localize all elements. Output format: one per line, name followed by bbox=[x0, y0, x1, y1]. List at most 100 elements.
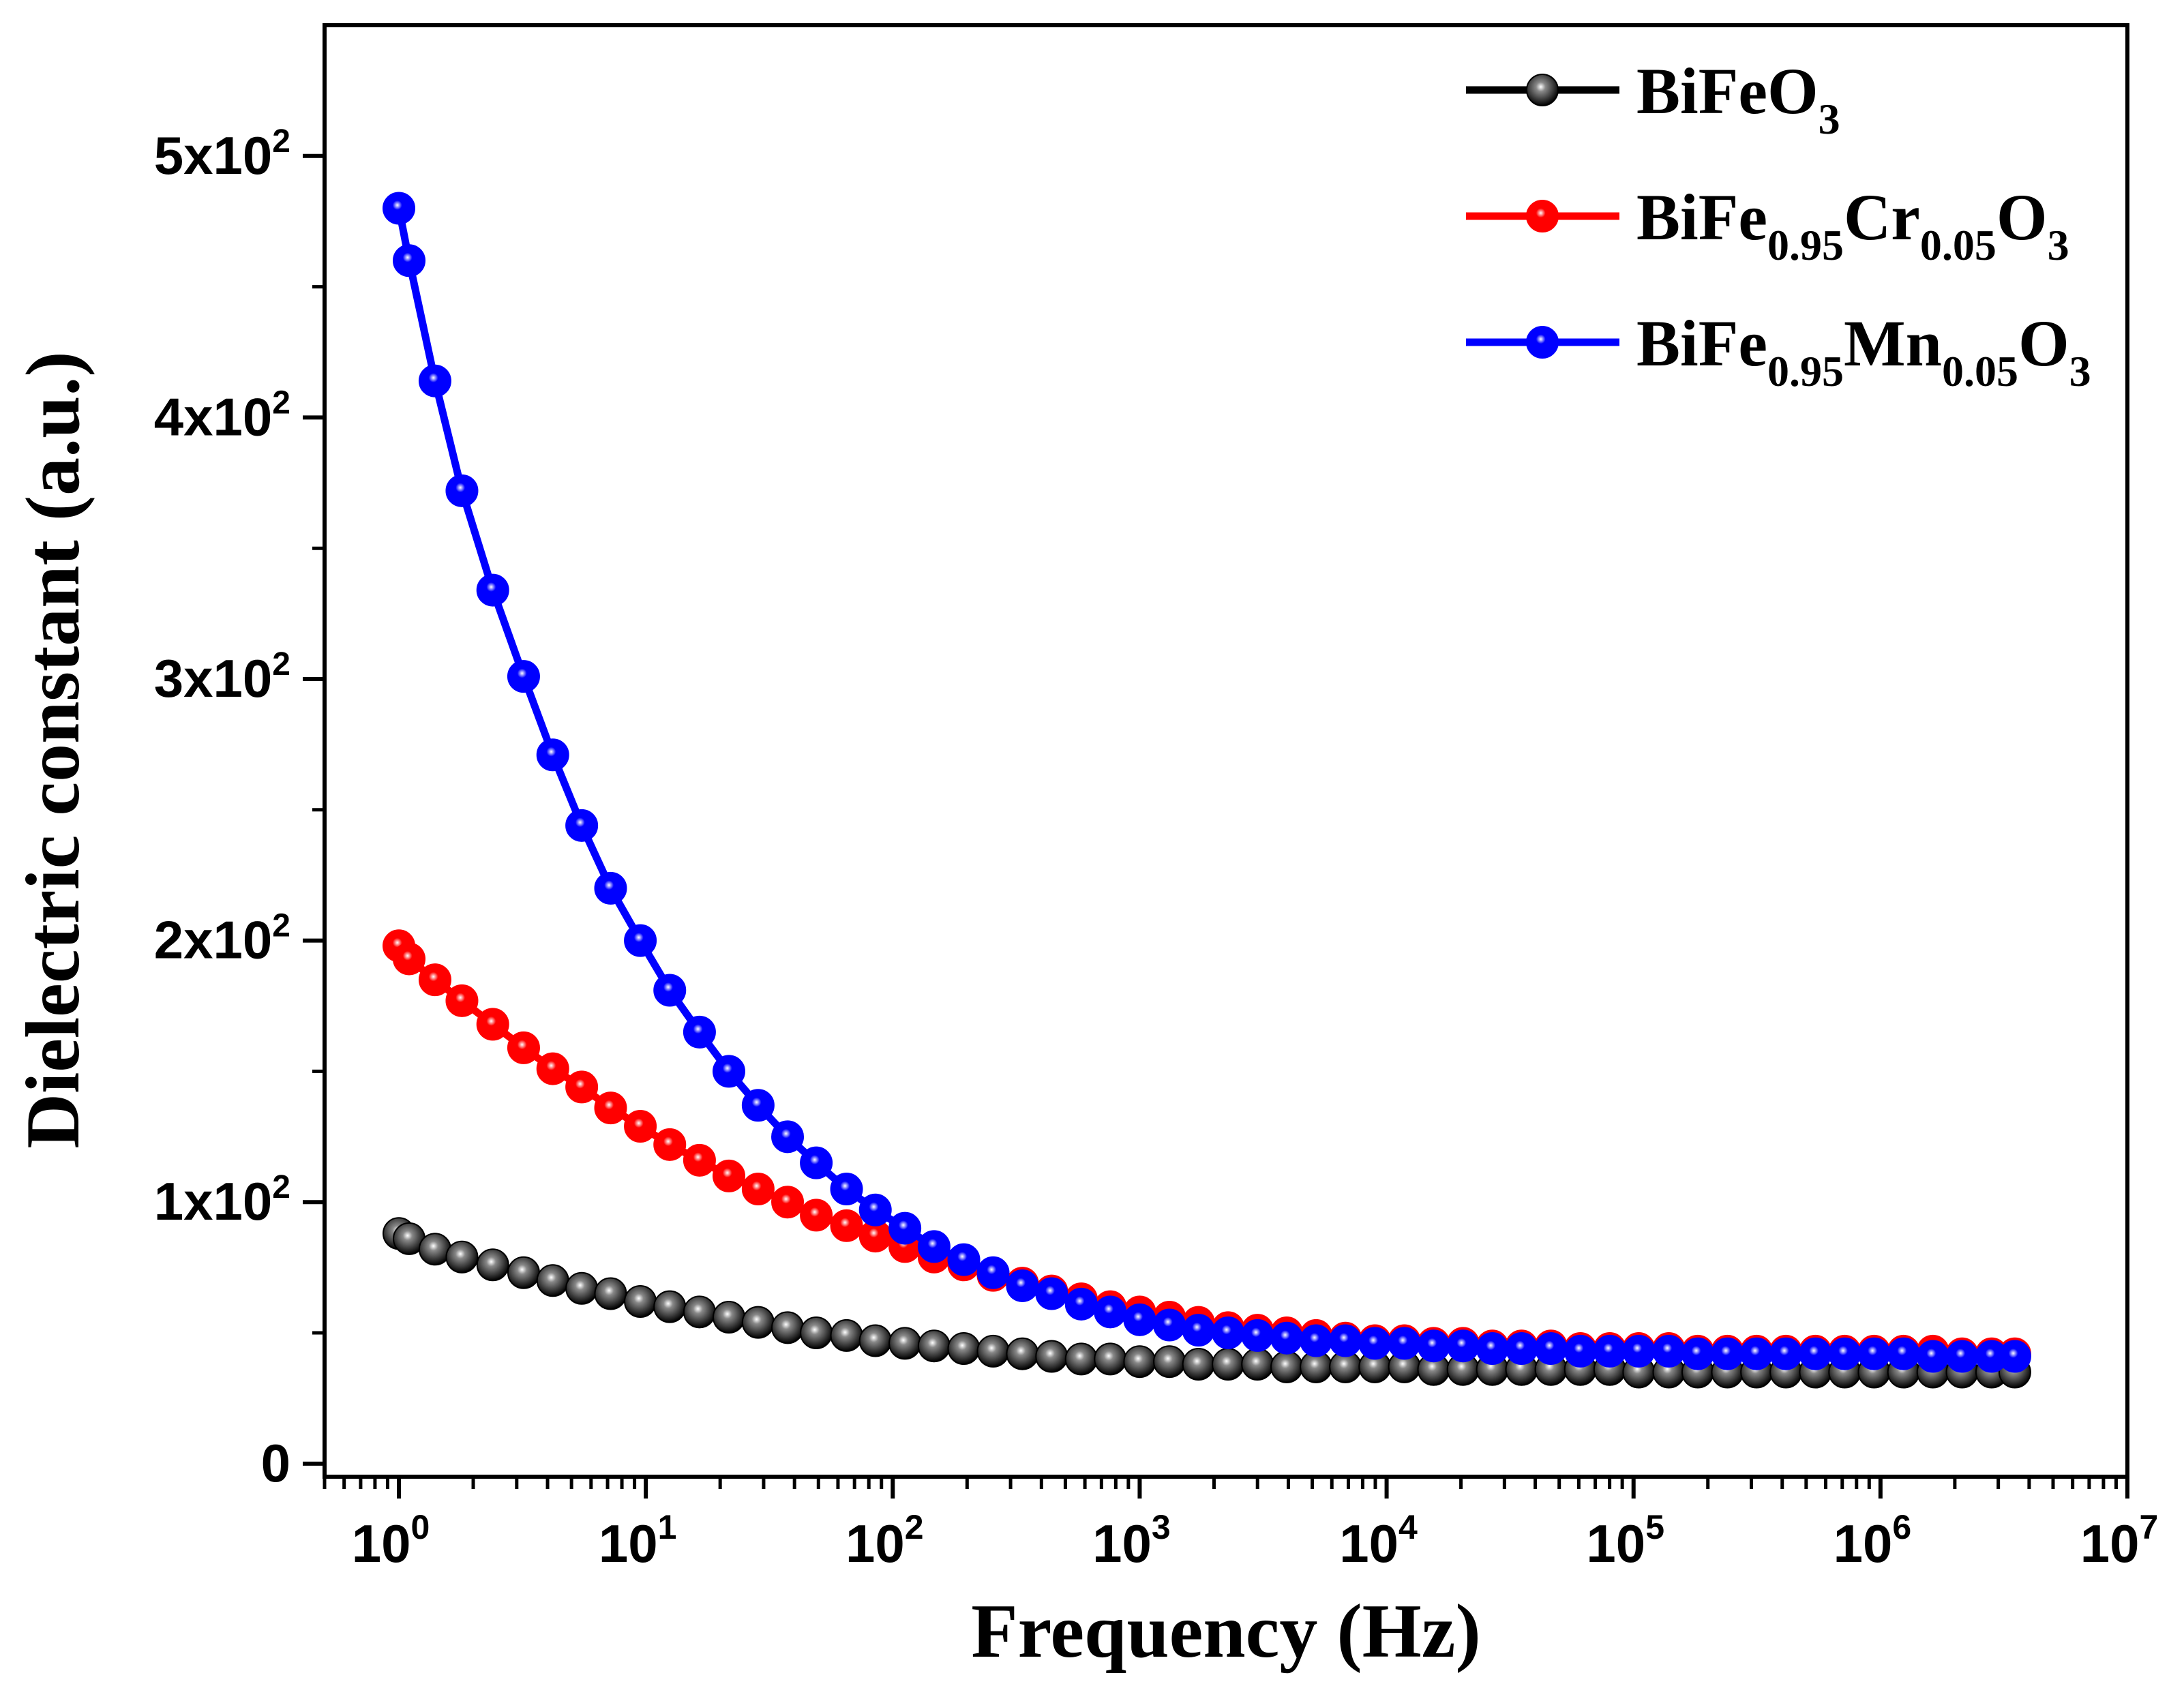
data-point bbox=[594, 871, 627, 905]
legend-label: BiFe0.95Cr0.05O3 bbox=[1636, 181, 2069, 269]
data-point bbox=[1534, 1332, 1568, 1366]
data-point bbox=[741, 1089, 775, 1122]
x-tick-label: 105 bbox=[1586, 1508, 1664, 1574]
data-point bbox=[445, 1240, 479, 1274]
data-point bbox=[800, 1146, 833, 1179]
data-point bbox=[683, 1015, 716, 1049]
data-point bbox=[624, 924, 657, 957]
data-point bbox=[393, 244, 426, 277]
y-tick-label: 5x102 bbox=[154, 123, 290, 185]
y-tick-label: 4x102 bbox=[154, 385, 290, 447]
y-tick-label: 3x102 bbox=[154, 646, 290, 708]
data-point bbox=[1593, 1334, 1626, 1368]
x-tick-label: 107 bbox=[2080, 1508, 2159, 1574]
data-point bbox=[653, 1290, 687, 1323]
data-point bbox=[1446, 1329, 1480, 1363]
data-point bbox=[1740, 1337, 1774, 1370]
data-point bbox=[1094, 1342, 1127, 1376]
data-point bbox=[1153, 1345, 1186, 1379]
data-point bbox=[1916, 1340, 1949, 1373]
data-point bbox=[476, 1248, 509, 1282]
data-point bbox=[713, 1301, 746, 1334]
data-point bbox=[1123, 1345, 1156, 1379]
data-point bbox=[565, 809, 599, 842]
data-point bbox=[565, 1070, 599, 1104]
data-point bbox=[947, 1243, 981, 1276]
data-point bbox=[1681, 1337, 1714, 1370]
data-point bbox=[947, 1332, 981, 1366]
data-point bbox=[888, 1327, 922, 1360]
data-point bbox=[830, 1173, 863, 1206]
data-point bbox=[507, 660, 540, 693]
data-point bbox=[594, 1277, 627, 1310]
data-point bbox=[1417, 1329, 1450, 1363]
y-tick-label: 0 bbox=[261, 1433, 290, 1493]
data-point bbox=[653, 974, 687, 1007]
data-point bbox=[917, 1329, 951, 1363]
data-point bbox=[536, 1052, 569, 1085]
y-tick-label: 1x102 bbox=[154, 1169, 290, 1231]
series-2 bbox=[383, 192, 2031, 1373]
data-point bbox=[507, 1256, 540, 1289]
data-point bbox=[476, 1008, 509, 1041]
data-point bbox=[1182, 1348, 1215, 1381]
data-point bbox=[1182, 1314, 1215, 1347]
legend-entry: BiFe0.95Cr0.05O3 bbox=[1466, 181, 2069, 269]
data-point bbox=[858, 1324, 892, 1357]
y-axis-label: Dielectric constant (a.u.) bbox=[11, 351, 95, 1148]
legend-entry: BiFe0.95Mn0.05O3 bbox=[1466, 307, 2091, 395]
data-point bbox=[1064, 1287, 1098, 1321]
data-point bbox=[858, 1193, 892, 1226]
data-point bbox=[1241, 1319, 1274, 1352]
data-point bbox=[1945, 1340, 1979, 1373]
data-point bbox=[1622, 1334, 1656, 1368]
legend-label: BiFe0.95Mn0.05O3 bbox=[1636, 307, 2091, 395]
data-point bbox=[771, 1311, 805, 1344]
data-point bbox=[1270, 1350, 1304, 1383]
legend-marker bbox=[1526, 200, 1559, 232]
data-point bbox=[624, 1284, 657, 1318]
data-point bbox=[1241, 1348, 1274, 1381]
data-point bbox=[1329, 1324, 1362, 1357]
data-point bbox=[830, 1319, 863, 1352]
data-point bbox=[1270, 1321, 1304, 1355]
data-point bbox=[1505, 1332, 1538, 1366]
data-point bbox=[536, 1264, 569, 1297]
data-point bbox=[1564, 1334, 1597, 1368]
data-point bbox=[1998, 1340, 2031, 1373]
data-point bbox=[624, 1109, 657, 1143]
data-point bbox=[976, 1334, 1010, 1368]
data-point bbox=[1388, 1327, 1421, 1360]
data-point bbox=[1212, 1348, 1245, 1381]
data-point bbox=[383, 192, 416, 225]
data-point bbox=[418, 963, 451, 997]
data-point bbox=[741, 1173, 775, 1206]
x-tick-label: 102 bbox=[846, 1508, 924, 1574]
data-point bbox=[1769, 1337, 1803, 1370]
data-point bbox=[1064, 1342, 1098, 1376]
data-point bbox=[800, 1199, 833, 1232]
data-point bbox=[507, 1031, 540, 1064]
data-point bbox=[713, 1159, 746, 1192]
legend-marker bbox=[1526, 74, 1559, 106]
plot-frame bbox=[323, 23, 2129, 1479]
data-point bbox=[771, 1120, 805, 1154]
data-point bbox=[976, 1256, 1010, 1289]
data-point bbox=[653, 1128, 687, 1161]
data-point bbox=[888, 1211, 922, 1245]
data-point bbox=[1652, 1334, 1686, 1368]
data-point bbox=[536, 738, 569, 772]
data-point bbox=[771, 1186, 805, 1219]
data-point bbox=[565, 1271, 599, 1305]
data-point bbox=[1711, 1337, 1744, 1370]
data-point bbox=[1123, 1303, 1156, 1336]
data-point bbox=[800, 1316, 833, 1350]
data-point bbox=[1035, 1340, 1068, 1373]
data-point bbox=[1153, 1308, 1186, 1342]
data-point bbox=[741, 1306, 775, 1339]
y-tick-label: 2x102 bbox=[154, 908, 290, 970]
data-point bbox=[1035, 1277, 1068, 1310]
data-point bbox=[1212, 1316, 1245, 1350]
data-point bbox=[476, 573, 509, 607]
